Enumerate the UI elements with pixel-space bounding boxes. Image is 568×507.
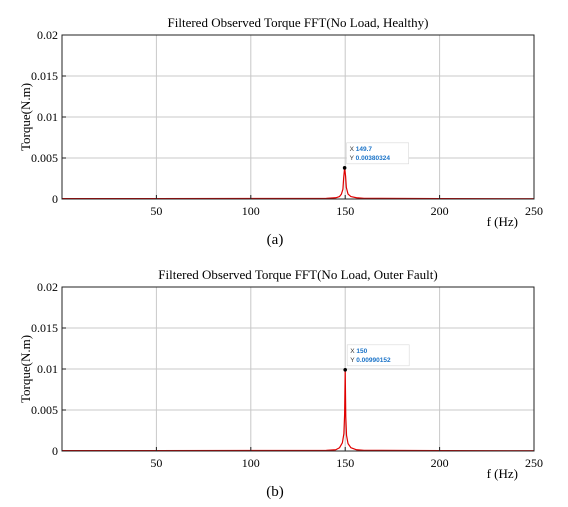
datatip-marker — [343, 368, 348, 372]
datatip-y-label: Y — [350, 357, 356, 364]
datatip-marker — [342, 166, 347, 170]
fft-chart-outer-fault: Filtered Observed Torque FFT(No Load, Ou… — [18, 267, 543, 500]
x-tick-label: 200 — [431, 204, 449, 218]
x-tick-label: 50 — [150, 204, 162, 218]
y-tick-label: 0.015 — [31, 69, 58, 83]
figure-caption: (b) — [266, 484, 284, 500]
datatip-y-value: 0.00990152 — [356, 357, 391, 364]
x-axis-label: f (Hz) — [487, 214, 518, 229]
y-tick-label: 0.015 — [31, 321, 58, 335]
x-tick-label: 100 — [242, 204, 260, 218]
datatip-x-value: 149.7 — [356, 146, 373, 153]
datatip-y: Y 0.00380324 — [350, 155, 391, 162]
x-tick-label: 250 — [525, 456, 543, 470]
x-tick-label: 50 — [150, 456, 162, 470]
datatip-x: X 150 — [350, 348, 367, 355]
datatip-y: Y 0.00990152 — [350, 357, 391, 364]
y-tick-label: 0.02 — [37, 280, 58, 294]
y-tick-label: 0.01 — [37, 110, 58, 124]
x-tick-label: 200 — [431, 456, 449, 470]
figure-caption: (a) — [267, 232, 284, 248]
y-tick-label: 0.02 — [37, 28, 58, 42]
figure-b: Filtered Observed Torque FFT(No Load, Ou… — [0, 252, 568, 502]
fft-series-line — [62, 167, 535, 200]
y-tick-label: 0.005 — [31, 151, 58, 165]
x-tick-label: 100 — [242, 456, 260, 470]
fft-series-line — [62, 369, 535, 452]
datatip-x: X 149.7 — [350, 146, 373, 153]
y-axis-label: Torque(N.m) — [18, 83, 33, 151]
datatip-x-label: X — [350, 146, 356, 153]
datatip-y-label: Y — [350, 155, 356, 162]
chart-title: Filtered Observed Torque FFT(No Load, He… — [168, 15, 429, 30]
datatip-box — [346, 142, 409, 165]
chart-title: Filtered Observed Torque FFT(No Load, Ou… — [158, 267, 437, 282]
x-tick-label: 150 — [336, 204, 354, 218]
y-tick-label: 0.005 — [31, 403, 58, 417]
x-tick-label: 250 — [525, 204, 543, 218]
fft-chart-healthy: Filtered Observed Torque FFT(No Load, He… — [18, 15, 543, 248]
datatip-y-value: 0.00380324 — [356, 155, 391, 162]
x-axis-label: f (Hz) — [487, 466, 518, 481]
y-tick-label: 0 — [52, 192, 58, 206]
datatip-box — [346, 344, 410, 367]
y-tick-label: 0 — [52, 444, 58, 458]
x-tick-label: 150 — [336, 456, 354, 470]
y-tick-label: 0.01 — [37, 362, 58, 376]
figure-a: Filtered Observed Torque FFT(No Load, He… — [0, 0, 568, 250]
datatip-x-label: X — [350, 348, 356, 355]
datatip-x-value: 150 — [356, 348, 367, 355]
y-axis-label: Torque(N.m) — [18, 335, 33, 403]
